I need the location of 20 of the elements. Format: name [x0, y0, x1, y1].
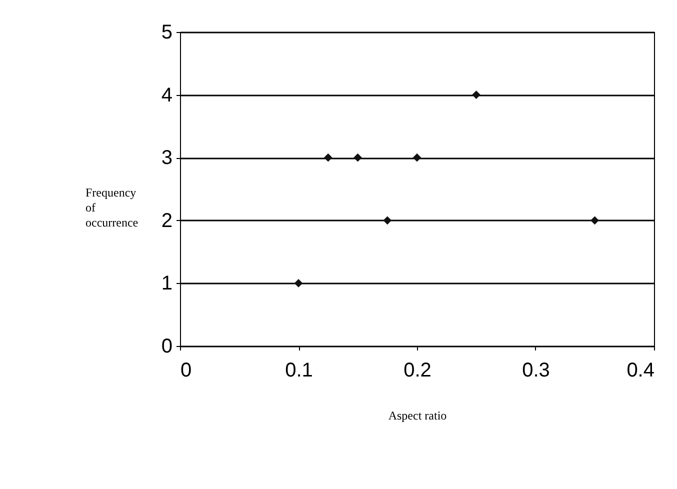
y-tick-label: 3 — [161, 147, 172, 170]
point — [590, 216, 599, 225]
point — [412, 153, 422, 162]
y-tick-label: 1 — [161, 272, 172, 295]
point — [472, 90, 480, 99]
point — [324, 153, 332, 162]
y-tick-label: 4 — [161, 84, 172, 106]
y-axis-title: Frequency of occurrence — [86, 186, 138, 230]
point — [354, 153, 362, 162]
point — [383, 216, 392, 225]
x-tick-label: 0 — [180, 360, 192, 382]
point — [294, 279, 303, 288]
y-tick-label: 2 — [161, 210, 172, 232]
x-tick-label: 0.4 — [626, 360, 654, 382]
x-axis-title: Aspect ratio — [388, 408, 447, 422]
y-tick-label: 0 — [161, 336, 172, 358]
y-tick-label: 5 — [161, 22, 172, 44]
x-tick-label: 0.1 — [285, 360, 313, 382]
x-tick-label: 0.3 — [522, 360, 550, 382]
x-tick-label: 0.2 — [404, 360, 432, 382]
